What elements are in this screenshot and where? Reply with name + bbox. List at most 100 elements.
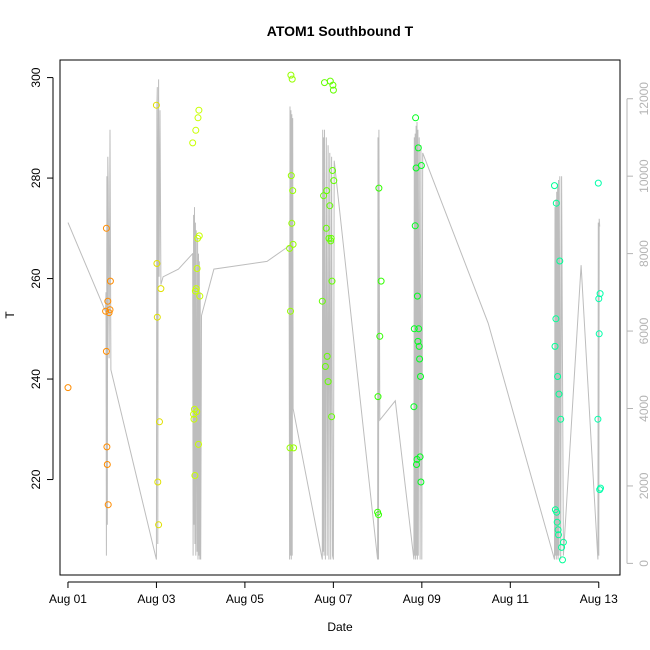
y2-tick-label: 4000 xyxy=(637,395,650,422)
data-point xyxy=(553,518,561,526)
data-point xyxy=(190,415,198,423)
data-point xyxy=(595,295,603,303)
data-point xyxy=(412,114,420,122)
data-point xyxy=(195,232,203,240)
data-point xyxy=(153,260,161,267)
data-point xyxy=(416,355,424,363)
data-point xyxy=(414,337,422,345)
data-point xyxy=(324,378,332,386)
x-tick-label: Aug 07 xyxy=(314,592,352,606)
data-point xyxy=(103,443,111,451)
x-tick-label: Aug 03 xyxy=(137,592,175,606)
data-point xyxy=(559,556,566,564)
data-point xyxy=(154,478,162,486)
x-tick-label: Aug 05 xyxy=(226,592,264,606)
data-point xyxy=(596,290,604,298)
data-point xyxy=(556,257,564,265)
data-point xyxy=(554,373,562,380)
data-point xyxy=(551,182,558,190)
x-tick-label: Aug 01 xyxy=(49,592,87,606)
data-point xyxy=(327,237,335,245)
points-layer xyxy=(64,71,604,564)
data-point xyxy=(554,526,562,534)
y-tick-label: 280 xyxy=(29,168,43,188)
x-tick-label: Aug 13 xyxy=(580,592,618,606)
data-point xyxy=(374,393,382,401)
data-point xyxy=(323,187,331,195)
data-point xyxy=(375,184,383,192)
data-point xyxy=(594,179,602,187)
data-point xyxy=(156,418,163,426)
data-point xyxy=(289,187,297,195)
data-point xyxy=(320,192,328,200)
data-point xyxy=(415,342,423,350)
y-tick-label: 220 xyxy=(29,469,43,489)
data-point xyxy=(195,106,203,114)
data-point xyxy=(411,222,419,230)
data-point xyxy=(288,75,296,83)
data-point xyxy=(413,461,420,468)
data-point xyxy=(287,71,295,79)
data-point xyxy=(328,413,336,421)
data-point xyxy=(559,538,567,546)
data-point xyxy=(557,415,565,423)
data-point xyxy=(552,315,560,323)
data-point xyxy=(152,101,160,109)
data-point xyxy=(191,472,199,479)
data-point xyxy=(104,297,112,305)
y-tick-label: 260 xyxy=(29,268,43,288)
data-point xyxy=(375,511,382,519)
data-point xyxy=(321,79,328,87)
data-point xyxy=(328,277,336,285)
data-point xyxy=(192,285,200,293)
data-point xyxy=(595,330,603,338)
data-point xyxy=(286,444,294,452)
x-tick-label: Aug 11 xyxy=(492,592,529,606)
data-point xyxy=(416,453,424,461)
data-point xyxy=(552,199,560,207)
data-point xyxy=(189,139,197,147)
data-point xyxy=(157,285,165,293)
x-tick-label: Aug 09 xyxy=(403,592,441,606)
data-point xyxy=(196,292,204,300)
data-point xyxy=(193,408,201,416)
data-point xyxy=(377,277,385,285)
data-point xyxy=(326,202,334,210)
y2-tick-label: 12000 xyxy=(637,82,650,116)
data-point xyxy=(329,81,337,89)
axes-layer: Aug 01 Aug 03 Aug 05 Aug 07 Aug 09 Aug 11 Aug … xyxy=(29,67,650,606)
data-point xyxy=(64,384,72,392)
y2-tick-label: 10000 xyxy=(637,159,650,193)
secondary-series-line xyxy=(67,79,601,560)
y2-tick-label: 8000 xyxy=(637,240,650,267)
data-point xyxy=(413,292,421,300)
data-point xyxy=(194,114,202,122)
data-point xyxy=(417,162,425,169)
y2-tick-label: 0 xyxy=(637,560,650,567)
data-point xyxy=(323,352,331,360)
data-point xyxy=(415,325,423,333)
data-point xyxy=(318,297,326,305)
data-point xyxy=(102,347,110,355)
data-point xyxy=(289,240,297,248)
data-point xyxy=(105,309,113,317)
data-point xyxy=(417,478,425,486)
data-point xyxy=(155,521,163,529)
data-point xyxy=(410,403,418,411)
data-point xyxy=(329,86,337,94)
data-point xyxy=(555,390,563,398)
data-point xyxy=(104,501,112,509)
data-point xyxy=(288,219,296,227)
data-point xyxy=(376,332,384,340)
data-point xyxy=(286,244,294,252)
data-point xyxy=(195,440,202,448)
y2-tick-label: 2000 xyxy=(637,472,650,499)
data-point xyxy=(321,363,329,370)
data-point xyxy=(102,224,110,232)
data-point xyxy=(192,126,200,134)
data-point xyxy=(322,224,330,232)
chart-title: ATOM1 Southbound T xyxy=(267,23,414,39)
data-point xyxy=(329,167,336,174)
data-point xyxy=(102,307,110,315)
